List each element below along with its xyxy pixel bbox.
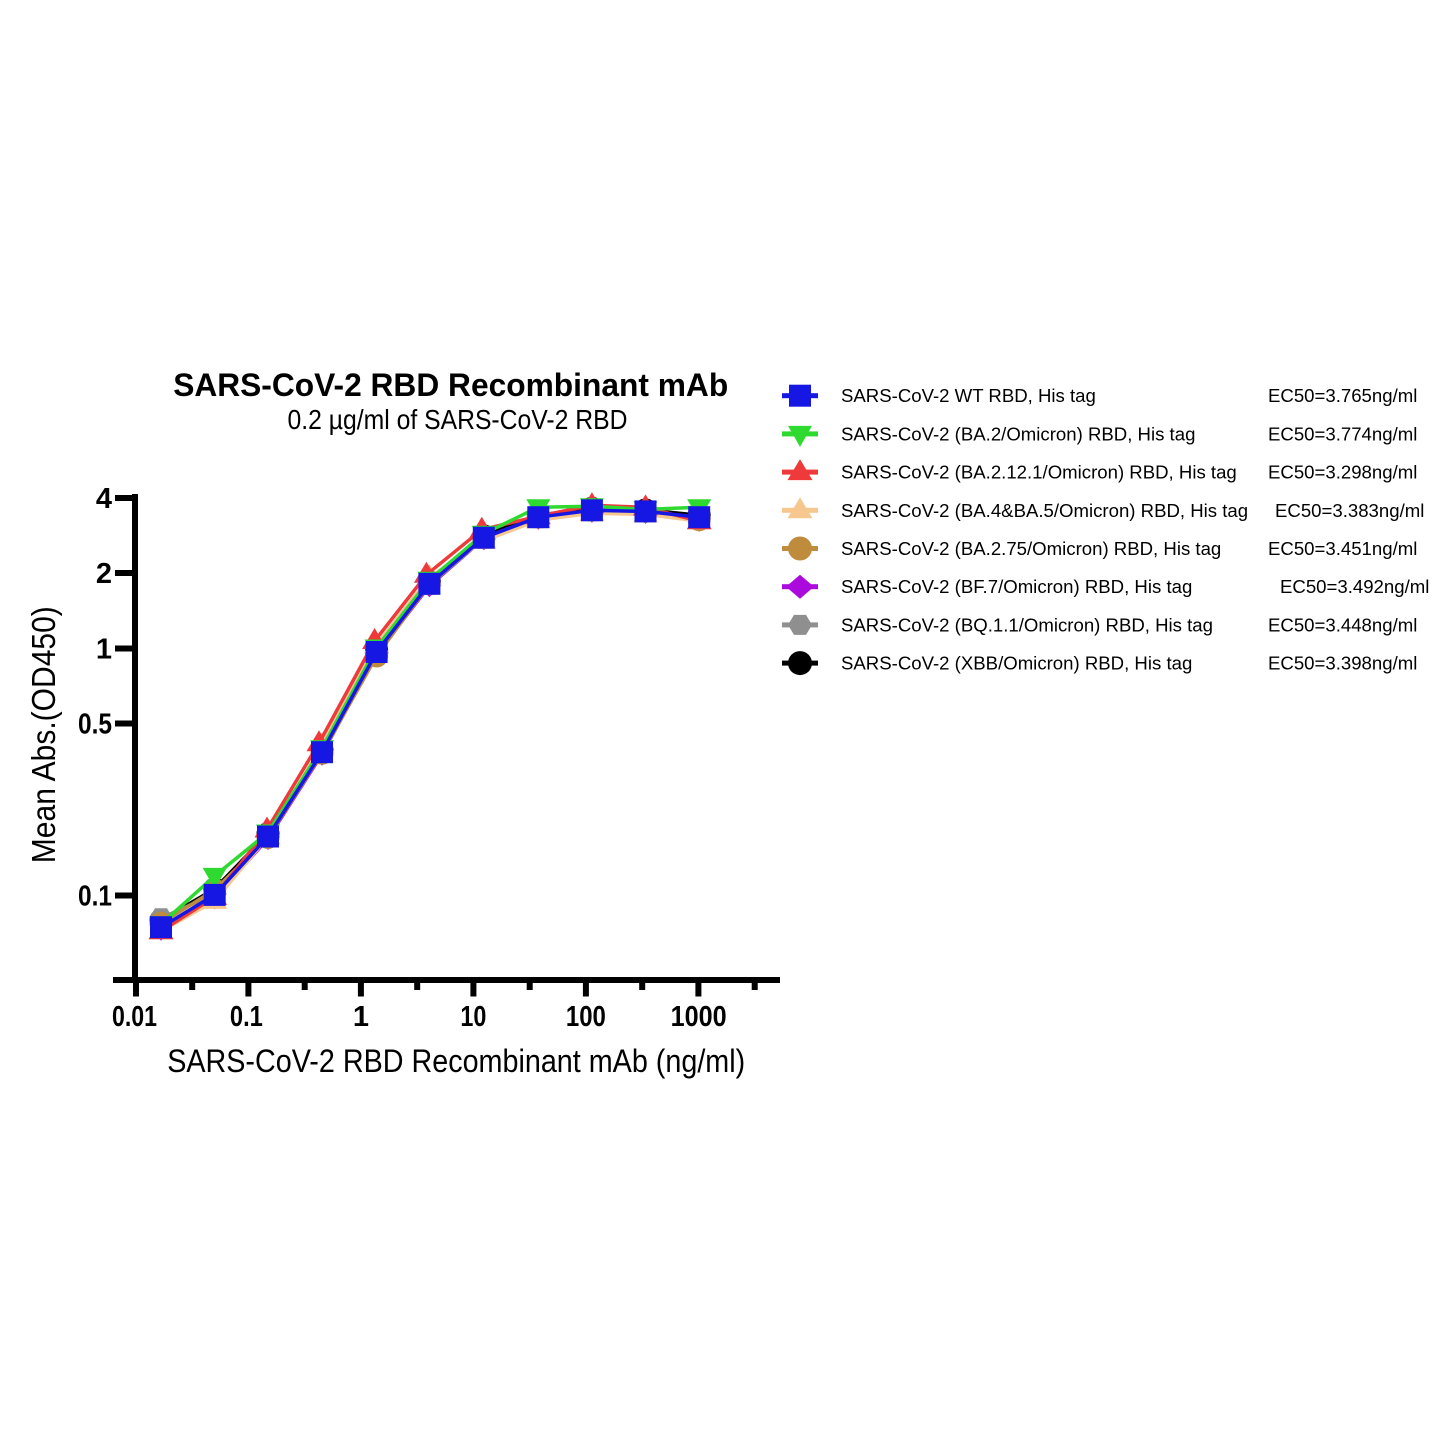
svg-text:100: 100: [566, 1001, 606, 1033]
svg-text:0.01: 0.01: [112, 1001, 157, 1033]
svg-text:EC50=3.451ng/ml: EC50=3.451ng/ml: [1268, 538, 1417, 559]
svg-text:SARS-CoV-2 (BQ.1.1/Omicron) RB: SARS-CoV-2 (BQ.1.1/Omicron) RBD, His tag: [841, 614, 1213, 635]
svg-text:EC50=3.774ng/ml: EC50=3.774ng/ml: [1268, 423, 1417, 444]
svg-text:1000: 1000: [671, 1001, 727, 1033]
svg-text:SARS-CoV-2 (BA.2/Omicron) RBD,: SARS-CoV-2 (BA.2/Omicron) RBD, His tag: [841, 423, 1195, 444]
svg-text:EC50=3.383ng/ml: EC50=3.383ng/ml: [1275, 500, 1424, 521]
svg-text:SARS-CoV-2 (BA.2.12.1/Omicron): SARS-CoV-2 (BA.2.12.1/Omicron) RBD, His …: [841, 462, 1237, 483]
svg-text:10: 10: [460, 1001, 486, 1033]
svg-text:EC50=3.765ng/ml: EC50=3.765ng/ml: [1268, 385, 1417, 406]
svg-text:Mean Abs.(OD450): Mean Abs.(OD450): [25, 606, 62, 863]
svg-text:EC50=3.298ng/ml: EC50=3.298ng/ml: [1268, 462, 1417, 483]
svg-text:0.1: 0.1: [78, 881, 112, 913]
svg-text:1: 1: [353, 1001, 369, 1033]
svg-text:EC50=3.448ng/ml: EC50=3.448ng/ml: [1268, 614, 1417, 635]
svg-text:4: 4: [96, 483, 112, 515]
svg-text:SARS-CoV-2 (BF.7/Omicron) RBD,: SARS-CoV-2 (BF.7/Omicron) RBD, His tag: [841, 576, 1192, 597]
svg-text:0.1: 0.1: [230, 1001, 263, 1033]
svg-text:0.5: 0.5: [78, 709, 112, 741]
svg-text:SARS-CoV-2 WT RBD, His tag: SARS-CoV-2 WT RBD, His tag: [841, 385, 1096, 406]
svg-text:SARS-CoV-2 (BA.4&BA.5/Omicron): SARS-CoV-2 (BA.4&BA.5/Omicron) RBD, His …: [841, 500, 1248, 521]
svg-text:EC50=3.492ng/ml: EC50=3.492ng/ml: [1280, 576, 1429, 597]
svg-text:EC50=3.398ng/ml: EC50=3.398ng/ml: [1268, 653, 1417, 674]
svg-text:2: 2: [96, 558, 112, 590]
svg-text:SARS-CoV-2 (XBB/Omicron) RBD,: SARS-CoV-2 (XBB/Omicron) RBD, His tag: [841, 653, 1192, 674]
svg-text:SARS-CoV-2 RBD Recombinant mAb: SARS-CoV-2 RBD Recombinant mAb (ng/ml): [167, 1043, 745, 1079]
svg-text:SARS-CoV-2 RBD Recombinant mAb: SARS-CoV-2 RBD Recombinant mAb: [173, 367, 728, 403]
svg-text:1: 1: [96, 634, 112, 666]
svg-text:SARS-CoV-2 (BA.2.75/Omicron) R: SARS-CoV-2 (BA.2.75/Omicron) RBD, His ta…: [841, 538, 1221, 559]
svg-text:0.2 µg/ml of SARS-CoV-2 RBD: 0.2 µg/ml of SARS-CoV-2 RBD: [288, 404, 628, 435]
